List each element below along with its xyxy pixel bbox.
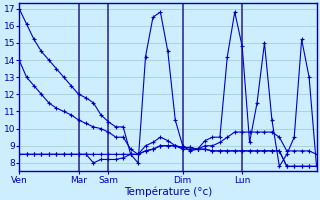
X-axis label: Température (°c): Température (°c) xyxy=(124,186,212,197)
